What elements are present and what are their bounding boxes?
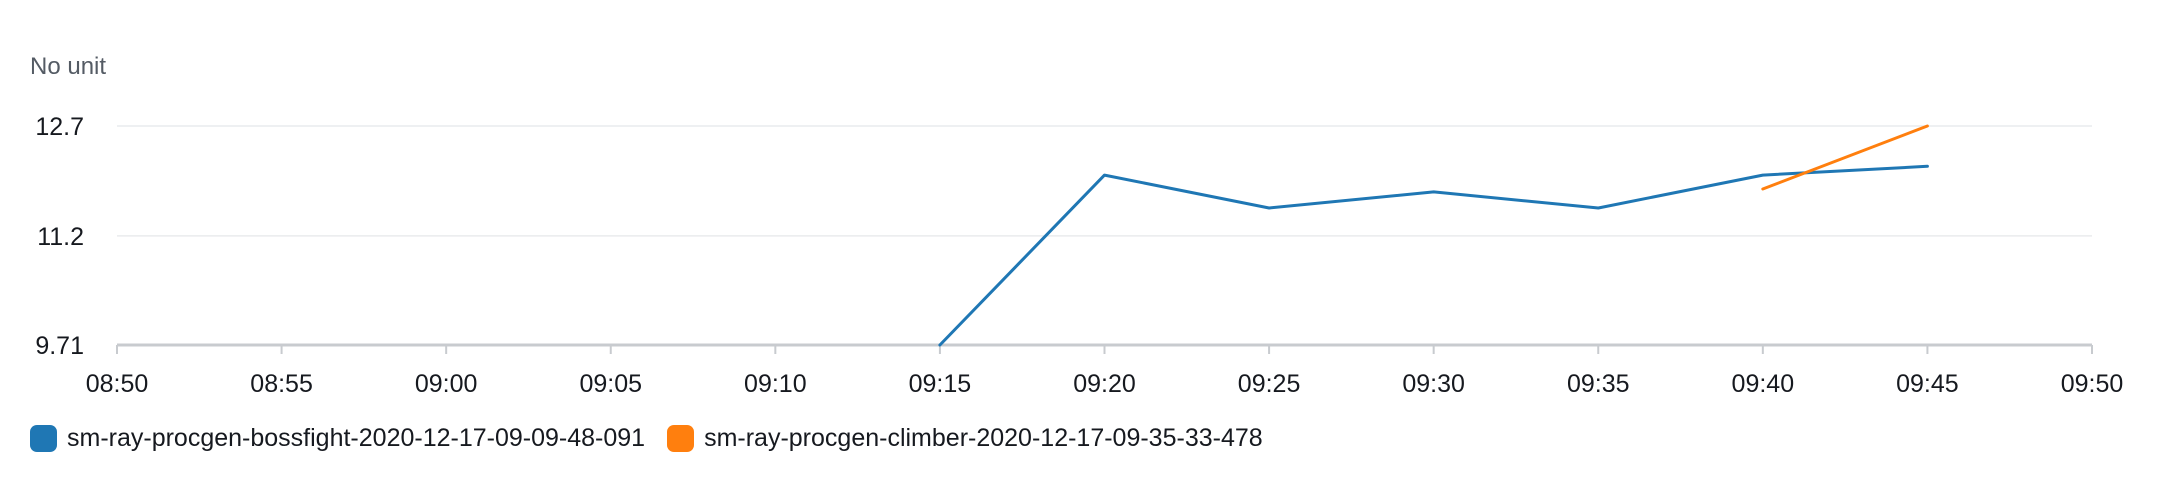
series-lines [938,124,1929,347]
x-tick-label: 09:10 [744,370,807,398]
legend-swatch-climber [667,425,695,452]
y-tick-label: 12.7 [35,113,84,141]
x-tick-label: 09:05 [579,370,642,398]
axes [116,343,2093,354]
x-tick-label: 09:45 [1896,370,1959,398]
legend-item-bossfight[interactable]: sm-ray-procgen-bossfight-2020-12-17-09-0… [30,424,645,453]
series-line-1[interactable] [1761,124,1929,191]
x-tick-label: 09:00 [415,370,478,398]
x-tick-label: 09:20 [1073,370,1136,398]
legend-swatch-bossfight [30,425,57,452]
x-tick-label: 09:35 [1567,370,1630,398]
series-line-0[interactable] [938,164,1929,347]
y-tick-label: 9.71 [35,332,84,360]
x-tick-label: 09:15 [909,370,972,398]
x-tick-label: 09:30 [1402,370,1465,398]
unit-label: No unit [30,53,106,80]
x-axis-labels: 08:50 08:55 09:00 09:05 09:10 09:15 09:20 09:25… [86,370,2124,398]
x-tick-label: 08:50 [86,370,149,398]
x-tick-label: 09:40 [1732,370,1795,398]
x-tick-label: 09:25 [1238,370,1301,398]
legend: sm-ray-procgen-bossfight-2020-12-17-09-0… [30,424,1285,453]
x-tick-label: 08:55 [250,370,313,398]
legend-label-bossfight: sm-ray-procgen-bossfight-2020-12-17-09-0… [67,424,646,452]
legend-label-climber: sm-ray-procgen-climber-2020-12-17-09-35-… [704,424,1263,452]
legend-item-climber[interactable]: sm-ray-procgen-climber-2020-12-17-09-35-… [667,424,1263,453]
y-tick-label: 11.2 [37,223,84,251]
x-tick-label: 09:50 [2061,370,2124,398]
grid-lines [117,125,2092,237]
y-axis-labels: 9.71 11.2 12.7 [35,113,84,360]
